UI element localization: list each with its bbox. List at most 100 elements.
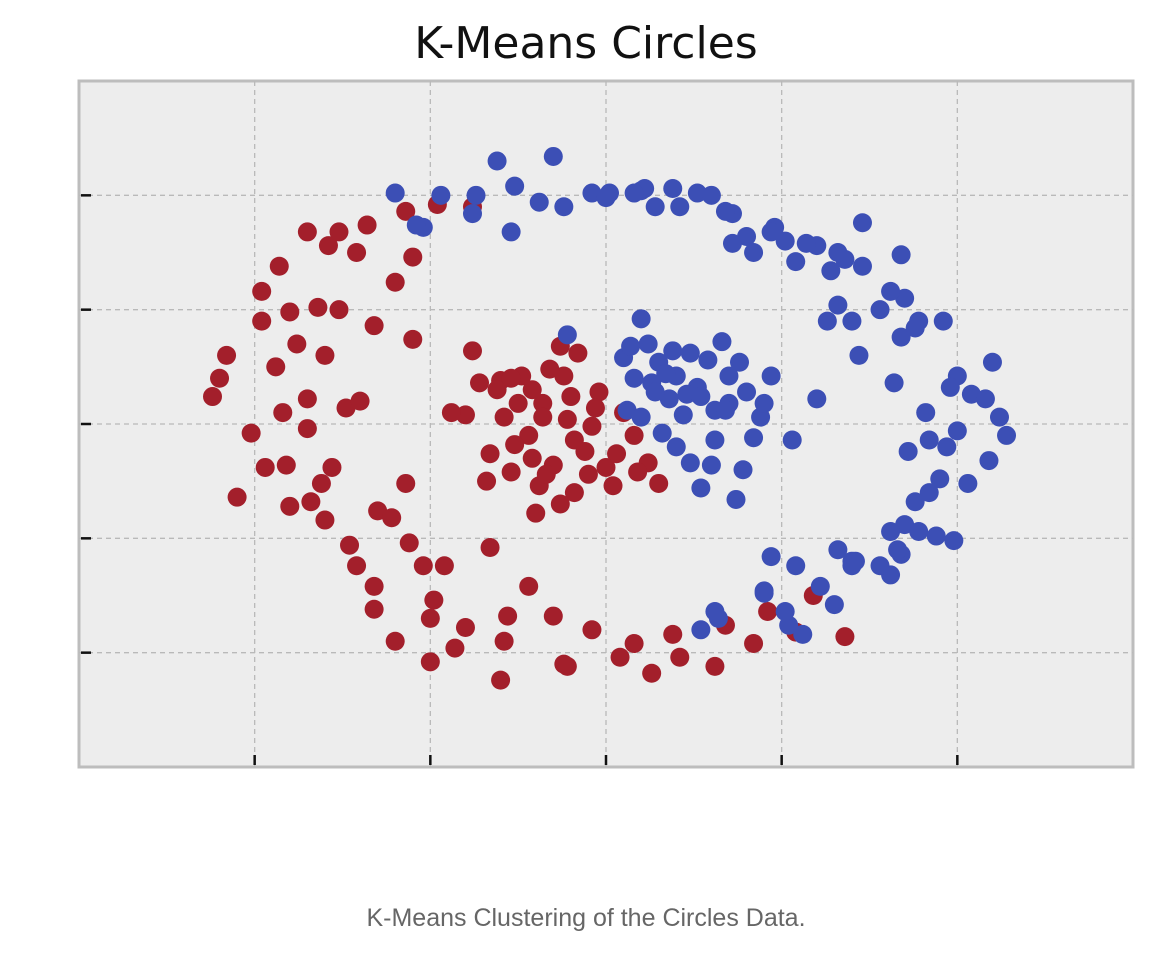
data-point <box>719 366 739 386</box>
data-point <box>761 366 781 386</box>
data-point <box>568 343 588 363</box>
data-point <box>557 325 577 345</box>
data-point <box>891 327 911 347</box>
data-point <box>744 243 764 262</box>
data-point <box>441 403 461 423</box>
data-points <box>203 146 1017 690</box>
data-point <box>494 407 514 427</box>
data-point <box>673 405 693 425</box>
data-point <box>631 309 651 329</box>
data-point <box>340 535 360 555</box>
data-point <box>786 252 806 272</box>
data-point <box>670 197 690 217</box>
data-point <box>631 407 651 427</box>
data-point <box>280 302 300 322</box>
data-point <box>406 215 426 235</box>
data-point <box>884 373 904 393</box>
data-point <box>744 428 764 448</box>
data-point <box>266 357 286 377</box>
data-point <box>554 197 574 217</box>
data-point <box>301 492 321 512</box>
data-point <box>477 471 497 491</box>
data-point <box>895 288 915 308</box>
data-point <box>217 345 237 365</box>
data-point <box>364 599 384 619</box>
data-point <box>501 368 521 388</box>
data-point <box>944 531 964 551</box>
data-point <box>578 464 598 484</box>
scatter-plot <box>77 79 1135 769</box>
data-point <box>852 256 872 276</box>
data-point <box>403 329 423 349</box>
data-point <box>297 389 317 409</box>
data-point <box>849 345 869 365</box>
data-point <box>297 222 317 242</box>
data-point <box>322 457 342 477</box>
data-point <box>722 233 742 253</box>
data-point <box>828 243 848 262</box>
data-point <box>754 393 774 413</box>
data-point <box>940 377 960 397</box>
data-point <box>919 430 939 450</box>
data-point <box>557 656 577 676</box>
data-point <box>455 618 475 638</box>
data-point <box>364 576 384 596</box>
data-point <box>536 464 556 484</box>
data-point <box>413 556 433 576</box>
data-point <box>519 425 539 445</box>
data-point <box>909 311 929 331</box>
data-point <box>382 508 402 528</box>
data-point <box>793 624 813 644</box>
data-point <box>775 231 795 251</box>
data-point <box>329 222 349 242</box>
data-point <box>649 473 669 493</box>
data-point <box>916 403 936 423</box>
data-point <box>782 430 802 450</box>
data-point <box>701 455 721 475</box>
data-point <box>607 444 627 464</box>
data-point <box>761 222 781 242</box>
data-point <box>810 576 830 596</box>
data-point <box>522 448 542 468</box>
data-point <box>656 364 676 384</box>
data-point <box>870 556 890 576</box>
data-point <box>891 245 911 265</box>
data-point <box>368 501 388 521</box>
data-point <box>845 551 865 571</box>
data-point <box>705 430 725 450</box>
data-point <box>680 343 700 363</box>
data-point <box>624 368 644 388</box>
data-point <box>480 444 500 464</box>
data-point <box>621 336 641 356</box>
data-point <box>462 204 482 224</box>
data-point <box>898 441 918 461</box>
data-point <box>434 556 454 576</box>
data-point <box>775 602 795 622</box>
axis-ticks <box>81 194 959 765</box>
data-point <box>252 281 272 301</box>
data-point <box>754 583 774 603</box>
data-point <box>881 521 901 541</box>
data-point <box>501 222 521 242</box>
data-point <box>715 400 735 420</box>
data-point <box>533 393 553 413</box>
data-point <box>680 453 700 473</box>
data-point <box>895 515 915 535</box>
data-point <box>540 359 560 379</box>
data-point <box>564 483 584 503</box>
data-point <box>687 183 707 203</box>
data-point <box>870 300 890 320</box>
data-point <box>276 455 296 475</box>
data-point <box>933 311 953 331</box>
data-point <box>730 352 750 372</box>
data-point <box>491 670 511 690</box>
data-point <box>663 341 683 361</box>
data-point <box>554 366 574 386</box>
data-point <box>698 350 718 370</box>
data-point <box>364 316 384 336</box>
data-point <box>989 407 1009 427</box>
data-point <box>744 634 764 654</box>
data-point <box>726 489 746 509</box>
data-point <box>420 652 440 672</box>
data-point <box>522 380 542 400</box>
